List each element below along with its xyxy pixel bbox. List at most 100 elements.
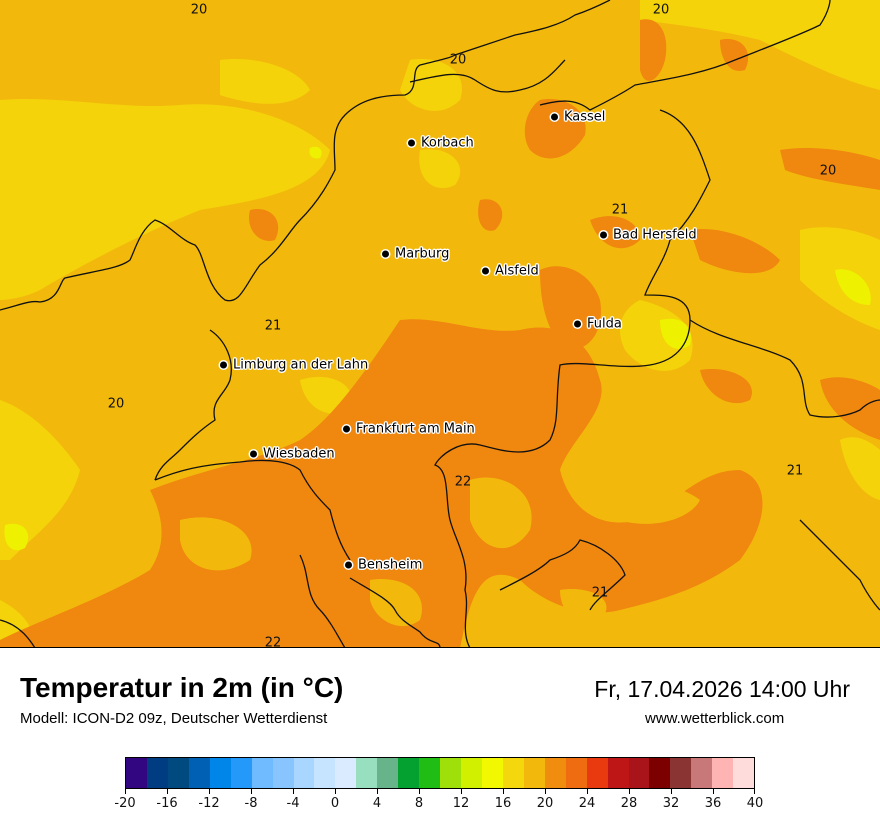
legend-tick-label: -12 — [198, 796, 220, 811]
city-marker-frankfurt[interactable]: Frankfurt am Main — [343, 422, 475, 437]
city-dot-icon — [574, 320, 581, 328]
legend-tick — [293, 789, 294, 794]
legend-tick — [713, 789, 714, 794]
legend-tick-label: 24 — [578, 796, 596, 811]
city-marker-limburg[interactable]: Limburg an der Lahn — [220, 358, 368, 373]
legend-tick — [377, 789, 378, 794]
legend-tick — [335, 789, 336, 794]
legend-tick — [461, 789, 462, 794]
legend-tick-label: -20 — [114, 796, 136, 811]
city-label: Korbach — [421, 135, 474, 151]
contour-label: 22 — [454, 474, 472, 490]
legend-swatch — [377, 758, 399, 788]
contour-label: 21 — [264, 318, 282, 334]
legend-swatch — [691, 758, 713, 788]
contour-label: 20 — [107, 396, 125, 412]
legend-tick-label: 40 — [746, 796, 764, 811]
contour-label: 21 — [591, 585, 609, 601]
legend-swatch — [481, 758, 503, 788]
legend-tick — [419, 789, 420, 794]
city-dot-icon — [382, 250, 389, 258]
city-dot-icon — [220, 361, 227, 369]
temperature-color-legend — [125, 757, 755, 789]
city-dot-icon — [343, 425, 350, 433]
legend-tick-label: -8 — [244, 796, 258, 811]
legend-tick-label: 16 — [494, 796, 512, 811]
contour-label: 21 — [786, 463, 804, 479]
city-marker-bad-hersfeld[interactable]: Bad Hersfeld — [600, 228, 697, 243]
legend-tick — [251, 789, 252, 794]
model-credit: Modell: ICON-D2 09z, Deutscher Wetterdie… — [20, 710, 328, 727]
legend-tick — [587, 789, 588, 794]
legend-tick — [754, 789, 755, 794]
legend-tick-label: 20 — [536, 796, 554, 811]
contour-label: 20 — [190, 2, 208, 18]
city-marker-marburg[interactable]: Marburg — [382, 247, 449, 262]
legend-tick-label: -16 — [156, 796, 178, 811]
legend-swatch — [586, 758, 608, 788]
legend-swatch — [272, 758, 294, 788]
legend-swatch — [335, 758, 357, 788]
legend-swatch — [167, 758, 189, 788]
city-label: Limburg an der Lahn — [233, 357, 369, 373]
city-marker-bensheim[interactable]: Bensheim — [345, 558, 422, 573]
legend-tick-label: -4 — [286, 796, 300, 811]
city-marker-kassel[interactable]: Kassel — [551, 110, 605, 125]
legend-swatch — [398, 758, 420, 788]
legend-tick — [125, 789, 126, 794]
contour-label: 22 — [264, 635, 282, 648]
city-label: Marburg — [395, 246, 450, 262]
legend-tick-label: 4 — [372, 796, 382, 811]
map-title: Temperatur in 2m (in °C) — [20, 672, 344, 703]
legend-swatch — [670, 758, 692, 788]
legend-swatch — [146, 758, 168, 788]
city-dot-icon — [345, 561, 352, 569]
legend-swatch — [440, 758, 461, 788]
contour-label: 21 — [611, 202, 629, 218]
legend-tick-label: 0 — [330, 796, 340, 811]
legend-swatch — [523, 758, 545, 788]
legend-swatch — [733, 758, 755, 788]
city-dot-icon — [482, 267, 489, 275]
legend-swatch — [188, 758, 210, 788]
legend-swatch — [628, 758, 650, 788]
city-marker-korbach[interactable]: Korbach — [408, 136, 474, 151]
legend-tick — [671, 789, 672, 794]
legend-tick-label: 32 — [662, 796, 680, 811]
legend-swatch — [712, 758, 734, 788]
legend-tick-label: 36 — [704, 796, 722, 811]
legend-tick-label: 28 — [620, 796, 638, 811]
legend-swatch — [209, 758, 231, 788]
legend-swatch — [230, 758, 252, 788]
city-label: Bensheim — [358, 557, 423, 573]
city-marker-wiesbaden[interactable]: Wiesbaden — [250, 447, 335, 462]
legend-swatch — [607, 758, 629, 788]
temperature-field — [0, 0, 880, 647]
city-marker-fulda[interactable]: Fulda — [574, 317, 622, 332]
city-label: Bad Hersfeld — [613, 227, 697, 243]
city-dot-icon — [600, 231, 607, 239]
forecast-datetime: Fr, 17.04.2026 14:00 Uhr — [594, 676, 850, 702]
legend-swatch — [502, 758, 524, 788]
city-dot-icon — [250, 450, 257, 458]
legend-tick — [545, 789, 546, 794]
city-marker-alsfeld[interactable]: Alsfeld — [482, 264, 539, 279]
legend-swatch — [126, 758, 147, 788]
legend-tick-label: 8 — [414, 796, 424, 811]
legend-tick — [209, 789, 210, 794]
legend-swatch — [251, 758, 273, 788]
legend-swatch — [544, 758, 566, 788]
city-dot-icon — [551, 113, 558, 121]
legend-tick — [503, 789, 504, 794]
contour-label: 20 — [449, 52, 467, 68]
legend-swatch — [461, 758, 482, 788]
contour-label: 20 — [652, 2, 670, 18]
city-label: Frankfurt am Main — [356, 421, 475, 437]
legend-swatch — [356, 758, 378, 788]
legend-swatch — [649, 758, 671, 788]
legend-swatch — [293, 758, 315, 788]
legend-swatch — [419, 758, 441, 788]
city-dot-icon — [408, 139, 415, 147]
legend-tick-axis: -20 -16 -12 -8 -4 0 4 8 12 16 20 24 28 32 36 40 — [114, 789, 763, 819]
website-link[interactable]: www.wetterblick.com — [645, 710, 785, 727]
